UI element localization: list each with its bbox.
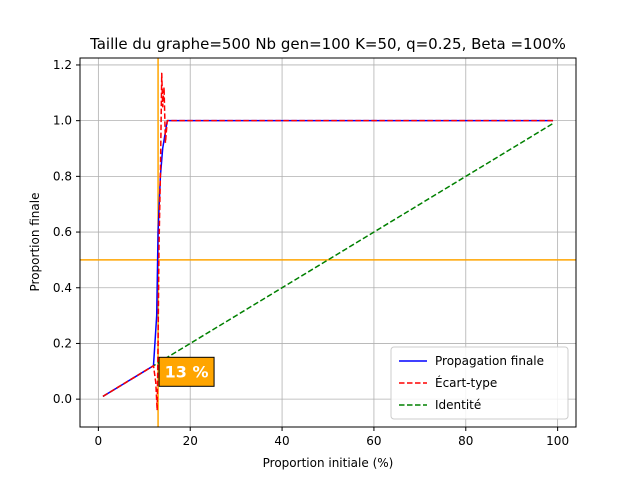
x-tick-label: 60 bbox=[366, 434, 381, 448]
y-tick-label: 0.2 bbox=[53, 336, 72, 350]
y-tick-label: 0.4 bbox=[53, 281, 72, 295]
annotation-badge bbox=[158, 356, 215, 387]
plot-area-frame bbox=[79, 57, 577, 428]
series-lines bbox=[102, 72, 554, 412]
y-tick-label: 1.0 bbox=[53, 114, 72, 128]
x-tick-label: 100 bbox=[546, 434, 569, 448]
x-tick-label: 0 bbox=[95, 434, 103, 448]
annotation-label: 13 % bbox=[165, 362, 209, 381]
y-tick-label: 1.2 bbox=[53, 58, 72, 72]
chart-title: Taille du graphe=500 Nb gen=100 K=50, q=… bbox=[89, 35, 566, 53]
series-line-1 bbox=[102, 72, 554, 412]
legend-label-1: Écart-type bbox=[435, 375, 497, 390]
y-tick-label: 0.0 bbox=[53, 392, 72, 406]
x-tick-label: 20 bbox=[183, 434, 198, 448]
legend-label-0: Propagation finale bbox=[435, 354, 544, 368]
y-axis-label: Proportion finale bbox=[28, 193, 42, 292]
legend-box bbox=[390, 346, 569, 420]
x-tick-label: 40 bbox=[274, 434, 289, 448]
legend: Propagation finale Écart-type Identité bbox=[390, 346, 569, 420]
y-tick-label: 0.8 bbox=[53, 169, 72, 183]
annotation: 13 % bbox=[158, 356, 215, 387]
axis-ticks: 0 20 40 60 80 100 0.0 0.2 0.4 0.6 0.8 1.0 1.2 bbox=[53, 58, 569, 448]
y-tick-label: 0.6 bbox=[53, 225, 72, 239]
legend-label-2: Identité bbox=[435, 398, 481, 412]
grid bbox=[80, 58, 576, 427]
x-tick-label: 80 bbox=[458, 434, 473, 448]
x-axis-label: Proportion initiale (%) bbox=[263, 456, 394, 470]
